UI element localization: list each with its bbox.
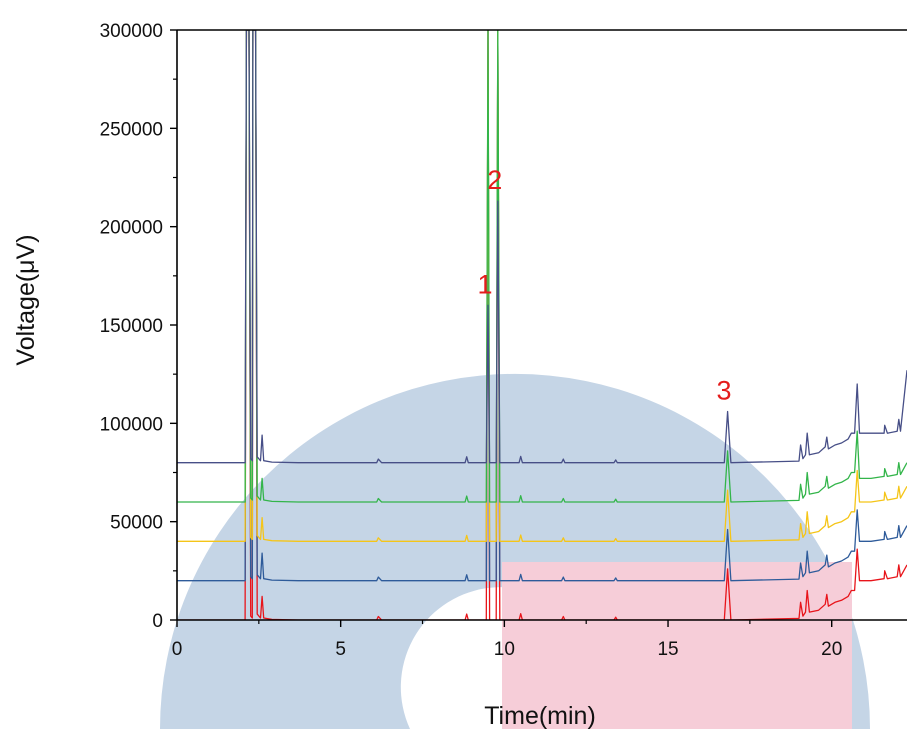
axes: 0 50000 100000 150000 200000 250000 300000 0 5 10… (100, 21, 907, 660)
peak-label-3: 3 (716, 376, 731, 406)
series-line-1 (177, 30, 907, 620)
x-tick-label: 20 (821, 639, 842, 660)
x-tick-label: 5 (335, 639, 346, 660)
watermark-block (502, 562, 852, 729)
y-axis-title: Voltage(μV) (12, 234, 40, 365)
y-tick-label: 50000 (110, 513, 163, 534)
x-tick-label: 15 (657, 639, 678, 660)
y-tick-label: 200000 (100, 218, 163, 239)
y-tick-label: 100000 (100, 414, 163, 435)
series-line-3 (177, 30, 907, 542)
peak-label-2: 2 (487, 165, 502, 195)
series-line-5 (177, 30, 907, 464)
series-line-4 (177, 30, 907, 503)
y-tick-label: 300000 (100, 21, 163, 42)
x-tick-label: 10 (494, 639, 515, 660)
y-tick-label: 0 (152, 611, 163, 632)
y-tick-label: 250000 (100, 119, 163, 140)
peak-label-1: 1 (477, 269, 492, 299)
series-line-2 (177, 30, 907, 582)
x-tick-label: 0 (172, 639, 183, 660)
peak-annotations: 1 2 3 (477, 165, 731, 405)
y-tick-label: 150000 (100, 316, 163, 337)
watermark (159, 373, 870, 729)
x-axis-title: Time(min) (484, 702, 596, 729)
plot-area (177, 30, 907, 620)
